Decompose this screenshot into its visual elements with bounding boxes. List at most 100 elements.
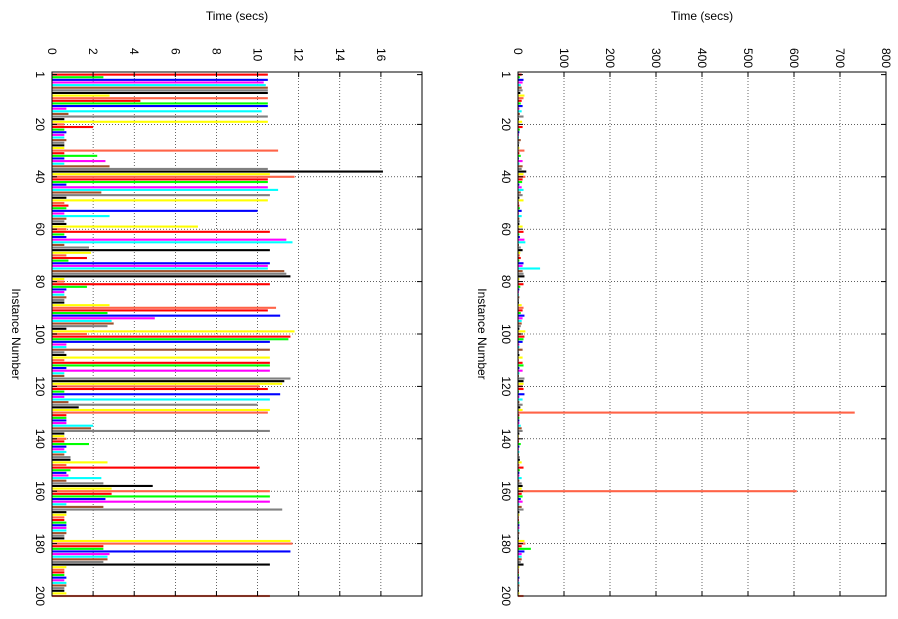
left-bar-80 — [52, 280, 65, 283]
right-x-tick-label-6: 600 — [787, 48, 801, 68]
left-y-tick-label-10: 200 — [33, 586, 47, 606]
right-bar-41 — [518, 178, 523, 181]
left-bar-182 — [52, 547, 104, 550]
left-bar-121 — [52, 387, 268, 391]
left-bar-18 — [52, 118, 65, 121]
left-bar-52 — [52, 207, 67, 210]
right-bar-2 — [518, 76, 520, 79]
left-bar-22 — [52, 128, 65, 131]
right-bar-133 — [518, 419, 520, 422]
right-bar-27 — [518, 141, 520, 144]
right-bar-4 — [518, 81, 523, 84]
right-bar-160 — [518, 490, 797, 493]
left-bar-153 — [52, 471, 67, 474]
left-bar-77 — [52, 272, 287, 275]
left-bar-82 — [52, 285, 87, 288]
left-bar-98 — [52, 327, 67, 330]
left-bar-64 — [52, 238, 287, 241]
left-bar-81 — [52, 283, 270, 286]
left-bar-164 — [52, 500, 270, 503]
left-bar-84 — [52, 291, 65, 294]
left-bar-19 — [52, 120, 268, 123]
right-bar-145 — [518, 450, 520, 453]
left-bar-73 — [52, 262, 270, 265]
left-bar-133 — [52, 419, 67, 422]
left-y-tick-label-6: 120 — [33, 376, 47, 396]
right-bar-186 — [518, 558, 522, 561]
right-bar-181 — [518, 545, 522, 548]
right-bar-126 — [518, 401, 520, 404]
left-bar-156 — [52, 479, 67, 482]
right-bar-134 — [518, 422, 520, 425]
left-bar-108 — [52, 353, 67, 357]
right-bar-161 — [518, 492, 522, 495]
right-x-tick-label-3: 300 — [649, 48, 663, 68]
left-bar-130 — [52, 411, 268, 414]
right-bar-77 — [518, 272, 524, 275]
right-bar-172 — [518, 521, 520, 524]
left-bar-129 — [52, 408, 270, 412]
left-bar-39 — [52, 173, 270, 176]
left-bar-142 — [52, 442, 89, 446]
right-bar-26 — [518, 139, 521, 142]
left-y-tick-label-2: 40 — [33, 170, 47, 184]
left-bar-147 — [52, 456, 71, 459]
right-bar-175 — [518, 529, 520, 532]
left-bar-42 — [52, 180, 268, 184]
left-bar-32 — [52, 154, 98, 157]
left-y-axis-title: Instance Number — [9, 288, 23, 379]
right-bar-86 — [518, 296, 520, 299]
right-bar-104 — [518, 343, 520, 346]
left-bar-151 — [52, 466, 260, 469]
left-x-tick-label-3: 6 — [168, 48, 182, 55]
left-bar-126 — [52, 401, 69, 404]
right-bar-62 — [518, 233, 520, 236]
left-bar-2 — [52, 76, 104, 79]
left-bar-10 — [52, 97, 268, 100]
right-bar-79 — [518, 277, 520, 281]
left-bar-168 — [52, 511, 67, 514]
right-bar-64 — [518, 238, 525, 241]
right-bar-7 — [518, 89, 523, 92]
right-bar-132 — [518, 416, 520, 419]
right-bar-23 — [518, 131, 520, 134]
right-y-tick-label-3: 60 — [499, 223, 513, 237]
left-bar-67 — [52, 246, 89, 249]
right-bar-163 — [518, 498, 521, 501]
left-bar-177 — [52, 534, 65, 537]
left-bar-46 — [52, 191, 102, 194]
left-bar-173 — [52, 524, 67, 527]
right-bar-31 — [518, 152, 520, 155]
right-bar-8 — [518, 91, 521, 95]
right-bar-71 — [518, 256, 521, 260]
left-bar-95 — [52, 319, 112, 322]
left-bar-161 — [52, 492, 112, 495]
right-bar-17 — [518, 115, 524, 118]
left-bar-184 — [52, 553, 110, 556]
left-x-tick-label-2: 4 — [127, 48, 141, 55]
right-bar-35 — [518, 162, 520, 165]
right-bar-183 — [518, 550, 525, 553]
right-bar-112 — [518, 364, 524, 367]
right-bar-188 — [518, 563, 524, 566]
left-bar-117 — [52, 377, 291, 380]
right-bar-167 — [518, 508, 524, 511]
right-y-tick-label-10: 200 — [499, 586, 513, 606]
left-bar-158 — [52, 484, 153, 488]
left-bar-119 — [52, 382, 283, 385]
right-bar-151 — [518, 466, 524, 469]
left-bar-188 — [52, 563, 270, 566]
left-bar-152 — [52, 469, 71, 472]
right-bar-39 — [518, 173, 524, 176]
right-bar-131 — [518, 414, 520, 417]
left-bar-118 — [52, 380, 285, 383]
right-x-tick-label-8: 800 — [879, 48, 893, 68]
left-bar-97 — [52, 325, 108, 328]
left-bar-31 — [52, 152, 65, 155]
left-bar-109 — [52, 356, 270, 359]
left-bar-21 — [52, 125, 94, 129]
right-x-tick-label-2: 200 — [603, 48, 617, 68]
left-bar-179 — [52, 539, 291, 543]
left-bar-29 — [52, 146, 65, 150]
